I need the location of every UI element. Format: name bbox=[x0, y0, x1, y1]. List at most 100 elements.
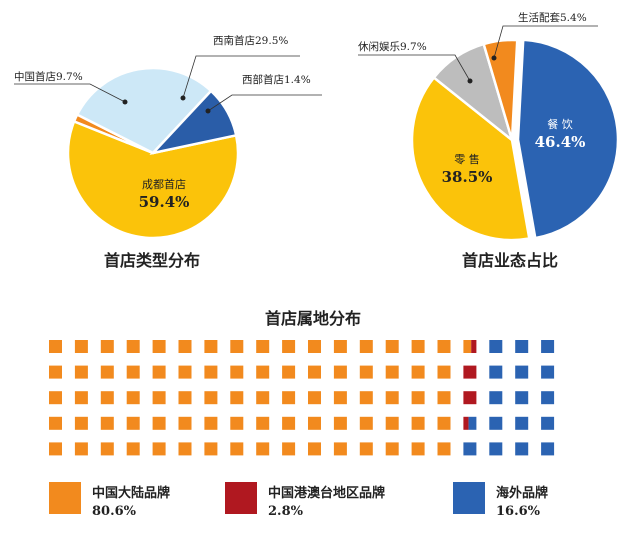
waffle-cell bbox=[359, 416, 373, 430]
slice-label-chengdu: 成都首店 bbox=[142, 177, 186, 191]
callout-line-southwest bbox=[182, 55, 300, 99]
callout-dot-west bbox=[205, 108, 211, 114]
waffle-cell bbox=[230, 442, 244, 456]
waffle-cell bbox=[178, 365, 192, 379]
waffle-cell bbox=[541, 340, 555, 353]
pie1-callouts: 中国首店9.7% 西南首店29.5% 西部首店1.4% 成都首店 59.4% bbox=[14, 34, 322, 211]
waffle-cell bbox=[308, 365, 321, 379]
legend-value-mainland: 80.6% bbox=[92, 504, 137, 519]
pie2-title: 首店业态占比 bbox=[462, 251, 558, 270]
waffle-cell bbox=[437, 416, 451, 430]
legend-value-overseas: 16.6% bbox=[496, 504, 541, 519]
waffle-cell bbox=[152, 365, 166, 379]
callout-line-life bbox=[493, 25, 598, 59]
slice-value-chengdu: 59.4% bbox=[139, 193, 190, 211]
waffle-cell bbox=[541, 442, 555, 456]
waffle-cell bbox=[126, 340, 140, 353]
waffle-cell bbox=[256, 442, 270, 456]
waffle-cell bbox=[515, 391, 529, 405]
waffle-cell bbox=[204, 365, 218, 379]
waffle-cell bbox=[515, 365, 529, 379]
waffle-cell bbox=[74, 442, 88, 456]
waffle-cell bbox=[49, 416, 62, 430]
waffle-cell bbox=[49, 442, 62, 456]
pie1-slice-0 bbox=[66, 119, 240, 240]
legend-swatch-overseas bbox=[453, 482, 485, 514]
waffle-cell bbox=[282, 365, 296, 379]
callout-label-west: 西部首店1.4% bbox=[242, 73, 311, 86]
waffle-cell bbox=[541, 391, 555, 405]
waffle-cell bbox=[204, 340, 218, 353]
waffle-cell bbox=[152, 340, 166, 353]
pie2-callouts: 休闲娱乐9.7% 生活配套5.4% 餐 饮 46.4% 零 售 38.5% bbox=[358, 11, 598, 186]
slice-value-dining: 46.4% bbox=[535, 133, 586, 151]
waffle-cell bbox=[230, 391, 244, 405]
waffle-cell bbox=[256, 340, 270, 353]
legend-swatch-hkmotw bbox=[225, 482, 257, 514]
waffle-cell bbox=[230, 340, 244, 353]
waffle-cell bbox=[385, 340, 399, 353]
callout-dot-southwest bbox=[180, 95, 186, 101]
waffle-cell bbox=[541, 365, 555, 379]
callout-dot-leisure bbox=[467, 78, 473, 84]
waffle-cell bbox=[411, 416, 425, 430]
pie-type-distribution bbox=[66, 66, 240, 240]
waffle-cell bbox=[204, 442, 218, 456]
waffle-cell bbox=[411, 442, 425, 456]
waffle-cell bbox=[333, 391, 347, 405]
waffle-cell bbox=[385, 365, 399, 379]
callout-dot-china bbox=[122, 99, 128, 105]
pie1-slice-2 bbox=[75, 66, 213, 155]
waffle-cell bbox=[359, 391, 373, 405]
waffle-cell bbox=[49, 391, 62, 405]
waffle-cell bbox=[100, 416, 114, 430]
waffle-cell bbox=[100, 365, 114, 379]
waffle-cell bbox=[463, 340, 472, 353]
waffle-cell bbox=[515, 416, 529, 430]
waffle-cell bbox=[126, 416, 140, 430]
waffle-cell bbox=[230, 365, 244, 379]
waffle-cell bbox=[126, 365, 140, 379]
waffle-cell bbox=[437, 340, 451, 353]
waffle-cell bbox=[100, 391, 114, 405]
waffle-cell bbox=[126, 442, 140, 456]
waffle-cell bbox=[468, 416, 477, 430]
pie2-slice-1 bbox=[410, 75, 531, 242]
waffle-cell bbox=[230, 416, 244, 430]
waffle-cell bbox=[333, 365, 347, 379]
callout-label-southwest: 西南首店29.5% bbox=[213, 34, 288, 47]
callout-line-leisure bbox=[358, 54, 471, 82]
legend-value-hkmotw: 2.8% bbox=[268, 504, 304, 519]
waffle-cell bbox=[282, 442, 296, 456]
waffle-cell bbox=[489, 365, 503, 379]
waffle-cell bbox=[204, 391, 218, 405]
waffle-cell bbox=[515, 340, 529, 353]
waffle-cell bbox=[489, 340, 503, 353]
waffle-cell bbox=[49, 340, 62, 353]
waffle-cell bbox=[308, 442, 321, 456]
waffle-cell bbox=[256, 391, 270, 405]
waffle-legend: 中国大陆品牌 80.6% 中国港澳台地区品牌 2.8% 海外品牌 16.6% bbox=[49, 482, 548, 519]
slice-label-dining: 餐 饮 bbox=[547, 117, 573, 131]
pie1-title: 首店类型分布 bbox=[104, 251, 200, 270]
waffle-cell bbox=[489, 391, 503, 405]
waffle-cell bbox=[463, 416, 469, 430]
legend-label-overseas: 海外品牌 bbox=[496, 485, 548, 501]
waffle-cell bbox=[411, 365, 425, 379]
waffle-cell bbox=[152, 391, 166, 405]
waffle-cell bbox=[74, 340, 88, 353]
callout-label-leisure: 休闲娱乐9.7% bbox=[358, 40, 427, 53]
waffle-cell bbox=[126, 391, 140, 405]
waffle-cell bbox=[463, 442, 477, 456]
waffle-cell bbox=[489, 416, 503, 430]
waffle-cell bbox=[74, 365, 88, 379]
waffle-cell bbox=[256, 365, 270, 379]
waffle-cell bbox=[282, 391, 296, 405]
callout-dot-life bbox=[491, 55, 497, 61]
waffle-cell bbox=[178, 340, 192, 353]
waffle-title: 首店属地分布 bbox=[265, 309, 361, 328]
waffle-cell bbox=[308, 340, 321, 353]
waffle-cell bbox=[333, 416, 347, 430]
waffle-cell bbox=[178, 416, 192, 430]
